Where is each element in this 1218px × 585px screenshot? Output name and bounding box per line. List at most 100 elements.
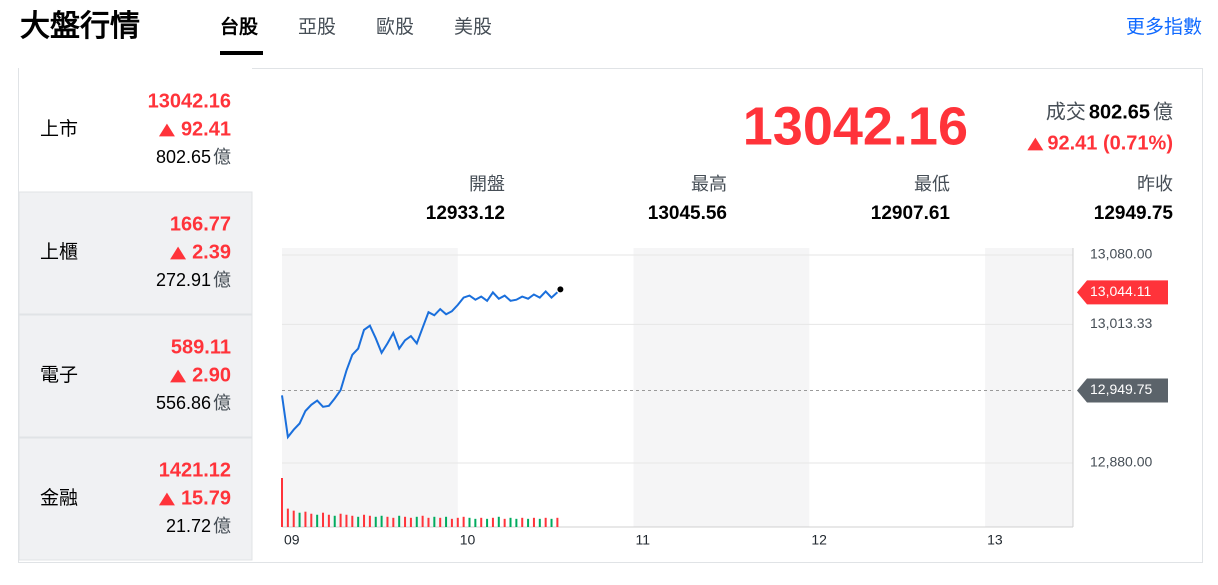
volume-bar bbox=[292, 510, 295, 527]
volume-bar bbox=[491, 517, 494, 527]
volume-bar bbox=[497, 516, 500, 527]
volume-bar bbox=[550, 518, 553, 527]
volume-bar bbox=[351, 515, 354, 527]
volume-bar bbox=[380, 515, 383, 527]
volume-bar bbox=[544, 517, 547, 527]
index-name: 電子 bbox=[40, 365, 78, 386]
volume-bar bbox=[468, 517, 471, 527]
marker-label: 12,949.75 bbox=[1090, 381, 1152, 397]
volume-bar bbox=[556, 517, 559, 527]
volume-bar bbox=[415, 516, 418, 527]
title: 大盤行情 bbox=[20, 10, 140, 43]
band bbox=[985, 248, 1073, 527]
up-arrow bbox=[1027, 137, 1044, 151]
marker-tag bbox=[1077, 378, 1168, 403]
x-tick-label: 11 bbox=[636, 532, 651, 548]
index-name: 金融 bbox=[40, 487, 78, 509]
band bbox=[282, 248, 458, 527]
volume-bar bbox=[386, 516, 389, 527]
sidebar-item[interactable] bbox=[18, 191, 253, 315]
volume-bar bbox=[392, 517, 395, 527]
marker-label: 13,044.11 bbox=[1090, 283, 1151, 299]
x-tick-label: 09 bbox=[284, 532, 300, 548]
index-price: 166.77 bbox=[170, 213, 231, 235]
unit: 億 bbox=[1153, 100, 1173, 123]
index-volume: 21.72 bbox=[166, 516, 211, 536]
index-change: 92.41 bbox=[181, 118, 231, 140]
stat-label: 開盤 bbox=[469, 174, 505, 194]
big-price: 13042.16 bbox=[743, 96, 968, 156]
up-arrow bbox=[158, 492, 175, 506]
volume-bar bbox=[527, 518, 530, 527]
y-tick-label: 13,080.00 bbox=[1090, 246, 1152, 262]
volume-bar bbox=[357, 516, 360, 527]
volume-bar bbox=[310, 513, 313, 527]
volume-bar bbox=[333, 515, 336, 527]
volume-bar bbox=[316, 514, 319, 527]
volume-bar bbox=[363, 514, 366, 527]
volume-bar bbox=[427, 517, 430, 527]
volume-bar bbox=[409, 517, 412, 527]
x-tick-label: 13 bbox=[987, 532, 1003, 548]
volume-bar bbox=[298, 512, 301, 527]
volume-bar bbox=[398, 515, 401, 527]
volume-bar bbox=[445, 516, 448, 527]
volume-bar bbox=[404, 516, 407, 527]
unit: 億 bbox=[213, 516, 231, 536]
volume-bar bbox=[486, 518, 489, 527]
index-price: 13042.16 bbox=[148, 90, 231, 112]
volume-label: 成交 bbox=[1046, 100, 1086, 123]
volume-bar bbox=[322, 512, 325, 527]
volume-bar bbox=[532, 517, 535, 527]
tab[interactable]: 美股 bbox=[454, 16, 492, 38]
up-arrow bbox=[158, 123, 175, 137]
x-tick-label: 12 bbox=[811, 532, 827, 548]
up-arrow bbox=[170, 369, 187, 383]
volume-bar bbox=[521, 517, 524, 527]
sidebar-item[interactable] bbox=[18, 314, 253, 438]
y-tick-label: 12,880.00 bbox=[1090, 454, 1152, 470]
volume-bar bbox=[304, 511, 307, 527]
y-tick-label: 13,013.33 bbox=[1090, 315, 1152, 331]
volume-bar bbox=[503, 518, 506, 527]
volume-bar bbox=[515, 518, 518, 527]
x-tick-label: 10 bbox=[460, 532, 476, 548]
tab-underline bbox=[220, 51, 263, 55]
volume-bar bbox=[345, 514, 348, 527]
volume-bar bbox=[368, 515, 371, 527]
volume-bar bbox=[421, 515, 424, 527]
change: 92.41 (0.71%) bbox=[1047, 132, 1173, 154]
up-arrow bbox=[170, 246, 187, 260]
volume-bar bbox=[374, 516, 377, 527]
index-volume: 556.86 bbox=[156, 393, 211, 413]
volume-bar bbox=[538, 518, 541, 527]
volume-bar bbox=[509, 517, 512, 527]
index-change: 15.79 bbox=[181, 487, 231, 509]
tab[interactable]: 歐股 bbox=[376, 16, 414, 38]
volume-bar bbox=[474, 518, 477, 527]
tab[interactable]: 亞股 bbox=[298, 17, 336, 38]
more-link[interactable]: 更多指數 bbox=[1126, 16, 1202, 38]
stat-value: 12907.61 bbox=[871, 203, 951, 224]
index-change: 2.39 bbox=[192, 241, 231, 263]
price-line bbox=[281, 289, 559, 440]
tab[interactable]: 台股 bbox=[220, 15, 258, 38]
sidebar-item[interactable] bbox=[18, 437, 253, 561]
stat-label: 昨收 bbox=[1137, 174, 1173, 194]
index-price: 1421.12 bbox=[159, 459, 231, 481]
volume-bar bbox=[286, 508, 289, 527]
unit: 億 bbox=[213, 393, 231, 413]
index-volume: 802.65 bbox=[156, 147, 211, 167]
band bbox=[633, 248, 810, 527]
unit: 億 bbox=[213, 147, 231, 167]
volume-bar bbox=[439, 517, 442, 527]
volume-bar bbox=[433, 516, 436, 527]
marker-tag bbox=[1077, 280, 1168, 305]
volume-bar bbox=[339, 513, 342, 527]
volume-bar bbox=[327, 514, 330, 527]
last-point bbox=[557, 286, 564, 293]
volume-bar bbox=[462, 516, 465, 527]
sidebar-item[interactable] bbox=[19, 68, 252, 189]
index-change: 2.90 bbox=[192, 364, 231, 386]
